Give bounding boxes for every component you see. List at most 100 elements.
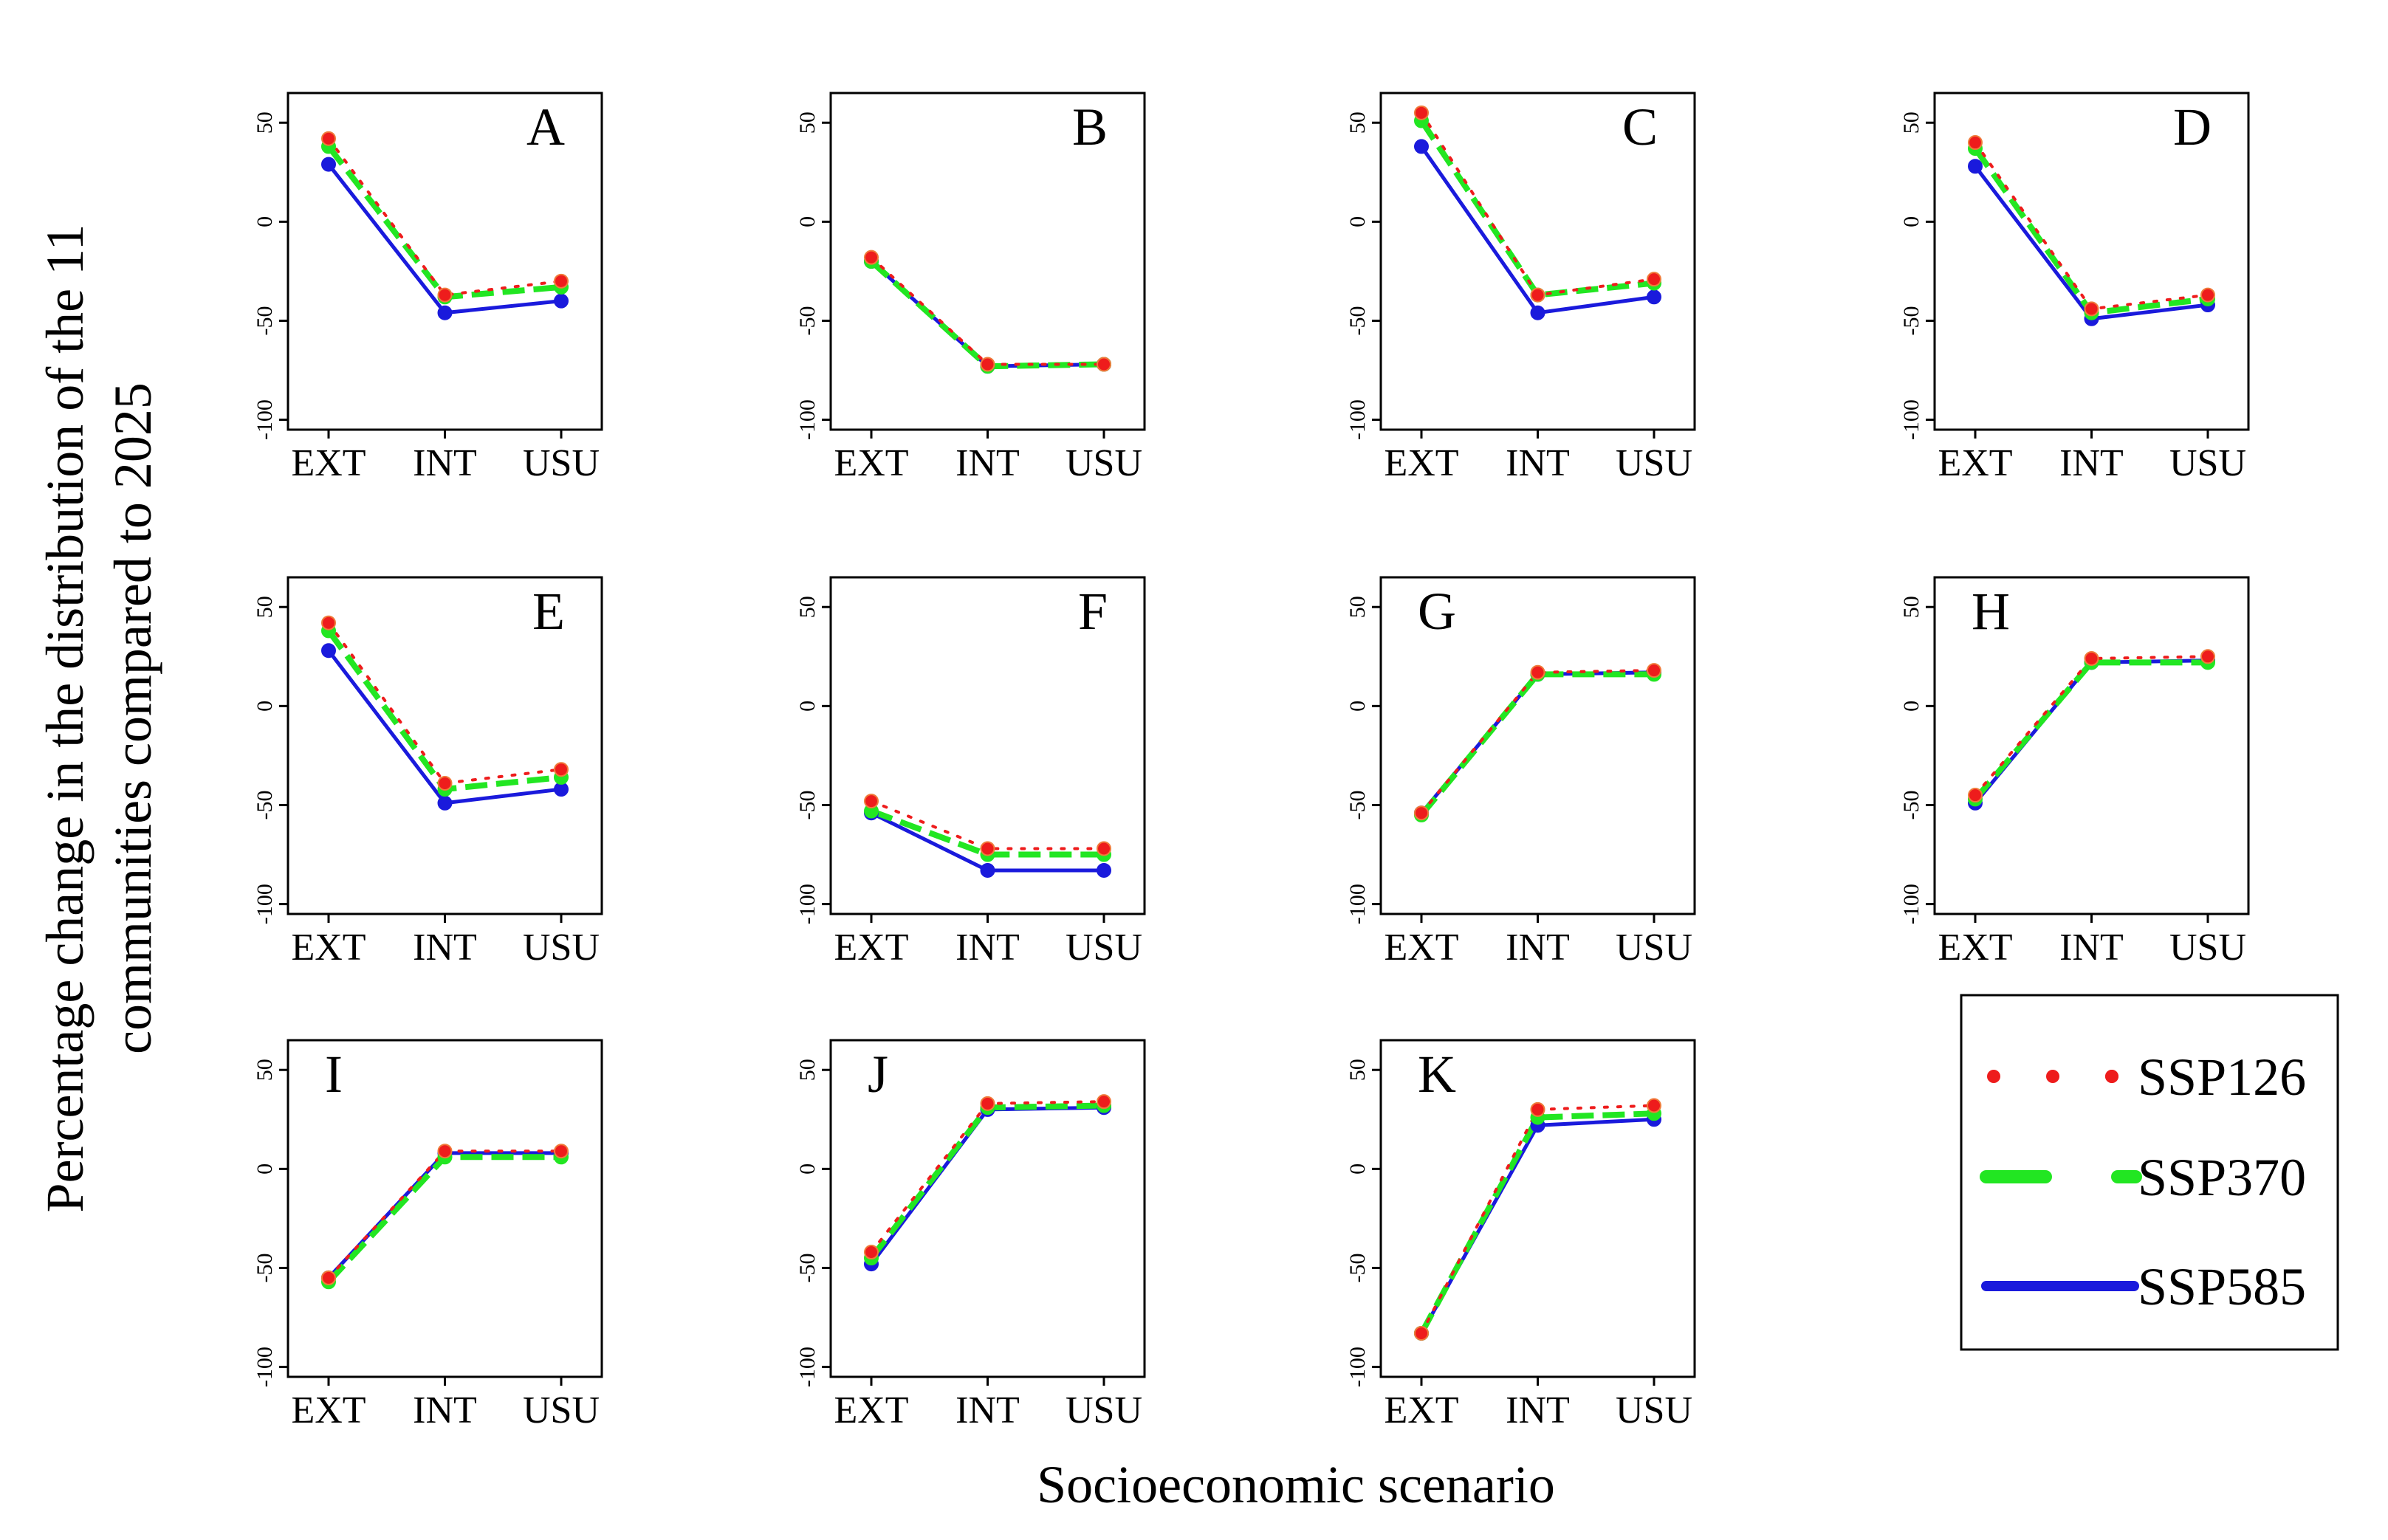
x-axis-title: Socioeconomic scenario: [1037, 1455, 1555, 1514]
data-point-SSP126: [1530, 1101, 1545, 1117]
data-point-SSP585: [1414, 139, 1429, 154]
panel-K: -100 -50 0 50 EXT INT USU K: [1345, 1039, 1696, 1431]
legend: SSP126 SSP370 SSP585: [1960, 994, 2339, 1351]
y-tick-label: -100: [253, 399, 277, 440]
y-tick-label: 50: [1345, 111, 1370, 134]
legend-label: SSP585: [2138, 1257, 2306, 1316]
x-tick-label: INT: [2059, 927, 2124, 969]
data-point-SSP126: [437, 287, 453, 303]
panel-label: H: [1972, 582, 2010, 641]
y-tick-label: 0: [1899, 216, 1924, 227]
y-tick-label: -50: [1345, 790, 1370, 819]
y-tick-label: 50: [795, 111, 820, 134]
data-point-SSP126: [864, 1245, 879, 1260]
x-tick-label: EXT: [291, 442, 366, 484]
data-point-SSP126: [1414, 805, 1429, 821]
panel-C: -100 -50 0 50 EXT INT USU C: [1345, 92, 1696, 484]
y-tick-label: 0: [1345, 701, 1370, 712]
data-point-SSP126: [321, 615, 336, 630]
series-line-SSP126: [327, 137, 563, 297]
series-line-SSP370: [1418, 119, 1655, 298]
x-tick-label: EXT: [1384, 1389, 1458, 1431]
data-point-SSP126: [554, 1144, 569, 1159]
x-tick-label: USU: [1066, 927, 1142, 969]
y-axis-title: Percentage change in the distribution of…: [35, 224, 162, 1213]
y-tick-label: -50: [1345, 1253, 1370, 1282]
y-tick-label: 50: [1345, 596, 1370, 618]
x-tick-label: INT: [955, 927, 1020, 969]
data-point-SSP585: [554, 293, 569, 309]
data-point-SSP126: [1097, 841, 1111, 856]
y-axis-title-line2: communities compared to 2025: [103, 382, 162, 1054]
x-tick-label: EXT: [834, 1389, 908, 1431]
x-tick-label: INT: [1506, 1389, 1570, 1431]
x-tick-label: INT: [413, 442, 477, 484]
y-tick-label: -50: [795, 1253, 820, 1282]
data-point-SSP126: [980, 357, 995, 372]
panel-label: B: [1072, 97, 1108, 157]
y-tick-label: -50: [1345, 306, 1370, 335]
data-point-SSP126: [1647, 272, 1661, 287]
data-point-SSP126: [1647, 1098, 1661, 1113]
data-point-SSP126: [1414, 105, 1429, 120]
y-tick-label: 0: [253, 1163, 277, 1175]
y-tick-label: 0: [1899, 701, 1924, 712]
legend-label: SSP370: [2138, 1148, 2306, 1207]
legend-symbol: [1987, 1070, 2000, 1083]
x-tick-label: USU: [1616, 927, 1692, 969]
y-tick-label: -100: [795, 1347, 820, 1387]
y-tick-label: 0: [253, 701, 277, 712]
legend-symbol: [2046, 1070, 2059, 1083]
data-point-SSP126: [864, 794, 879, 809]
data-point-SSP585: [1647, 289, 1661, 305]
data-point-SSP126: [554, 273, 569, 289]
data-point-SSP126: [1968, 135, 1983, 151]
y-tick-label: -50: [253, 790, 277, 819]
legend-entry-SSP585: SSP585: [1981, 1257, 2306, 1316]
data-point-SSP126: [321, 131, 336, 146]
panel-B: -100 -50 0 50 EXT INT USU B: [795, 92, 1146, 484]
panel-H: -100 -50 0 50 EXT INT USU H: [1899, 576, 2250, 969]
data-point-SSP126: [1414, 1325, 1429, 1341]
data-point-SSP126: [437, 775, 453, 791]
panel-D: -100 -50 0 50 EXT INT USU D: [1899, 92, 2250, 484]
x-tick-label: INT: [413, 927, 477, 969]
panel-label: F: [1078, 582, 1108, 641]
y-tick-label: 0: [253, 216, 277, 227]
y-tick-label: -100: [795, 884, 820, 924]
data-point-SSP126: [2200, 287, 2215, 303]
data-point-SSP126: [864, 250, 879, 265]
x-tick-label: INT: [955, 1389, 1020, 1431]
panel-A: -100 -50 0 50 EXT INT USU A: [253, 92, 603, 484]
y-tick-label: -100: [253, 884, 277, 924]
x-tick-label: EXT: [1938, 442, 2012, 484]
panel-E: -100 -50 0 50 EXT INT USU E: [253, 576, 603, 969]
y-tick-label: 50: [795, 1059, 820, 1081]
data-point-SSP585: [321, 643, 336, 659]
x-tick-label: USU: [523, 927, 600, 969]
x-tick-label: USU: [2169, 442, 2246, 484]
series-line-SSP370: [1972, 659, 2208, 802]
x-tick-label: EXT: [291, 1389, 366, 1431]
legend-symbol: [2105, 1070, 2118, 1083]
x-tick-label: EXT: [1938, 927, 2012, 969]
x-tick-label: USU: [1066, 1389, 1142, 1431]
x-tick-label: INT: [413, 1389, 477, 1431]
x-tick-label: USU: [2169, 927, 2246, 969]
panel-J: -100 -50 0 50 EXT INT USU J: [795, 1039, 1146, 1431]
panel-G: -100 -50 0 50 EXT INT USU G: [1345, 576, 1696, 969]
legend-entry-SSP126: SSP126: [1987, 1048, 2306, 1107]
x-tick-label: INT: [955, 442, 1020, 484]
y-tick-label: -100: [1345, 884, 1370, 924]
panel-label: J: [868, 1045, 888, 1104]
y-tick-label: 50: [1345, 1059, 1370, 1081]
panel-I: -100 -50 0 50 EXT INT USU I: [253, 1039, 603, 1431]
data-point-SSP126: [1647, 663, 1661, 678]
data-point-SSP126: [2084, 301, 2099, 317]
data-point-SSP585: [321, 157, 336, 172]
y-tick-label: 0: [1345, 216, 1370, 227]
y-tick-label: 0: [795, 1163, 820, 1175]
panel-label: I: [325, 1045, 343, 1104]
data-point-SSP126: [2200, 649, 2215, 664]
panel-label: E: [532, 582, 565, 641]
